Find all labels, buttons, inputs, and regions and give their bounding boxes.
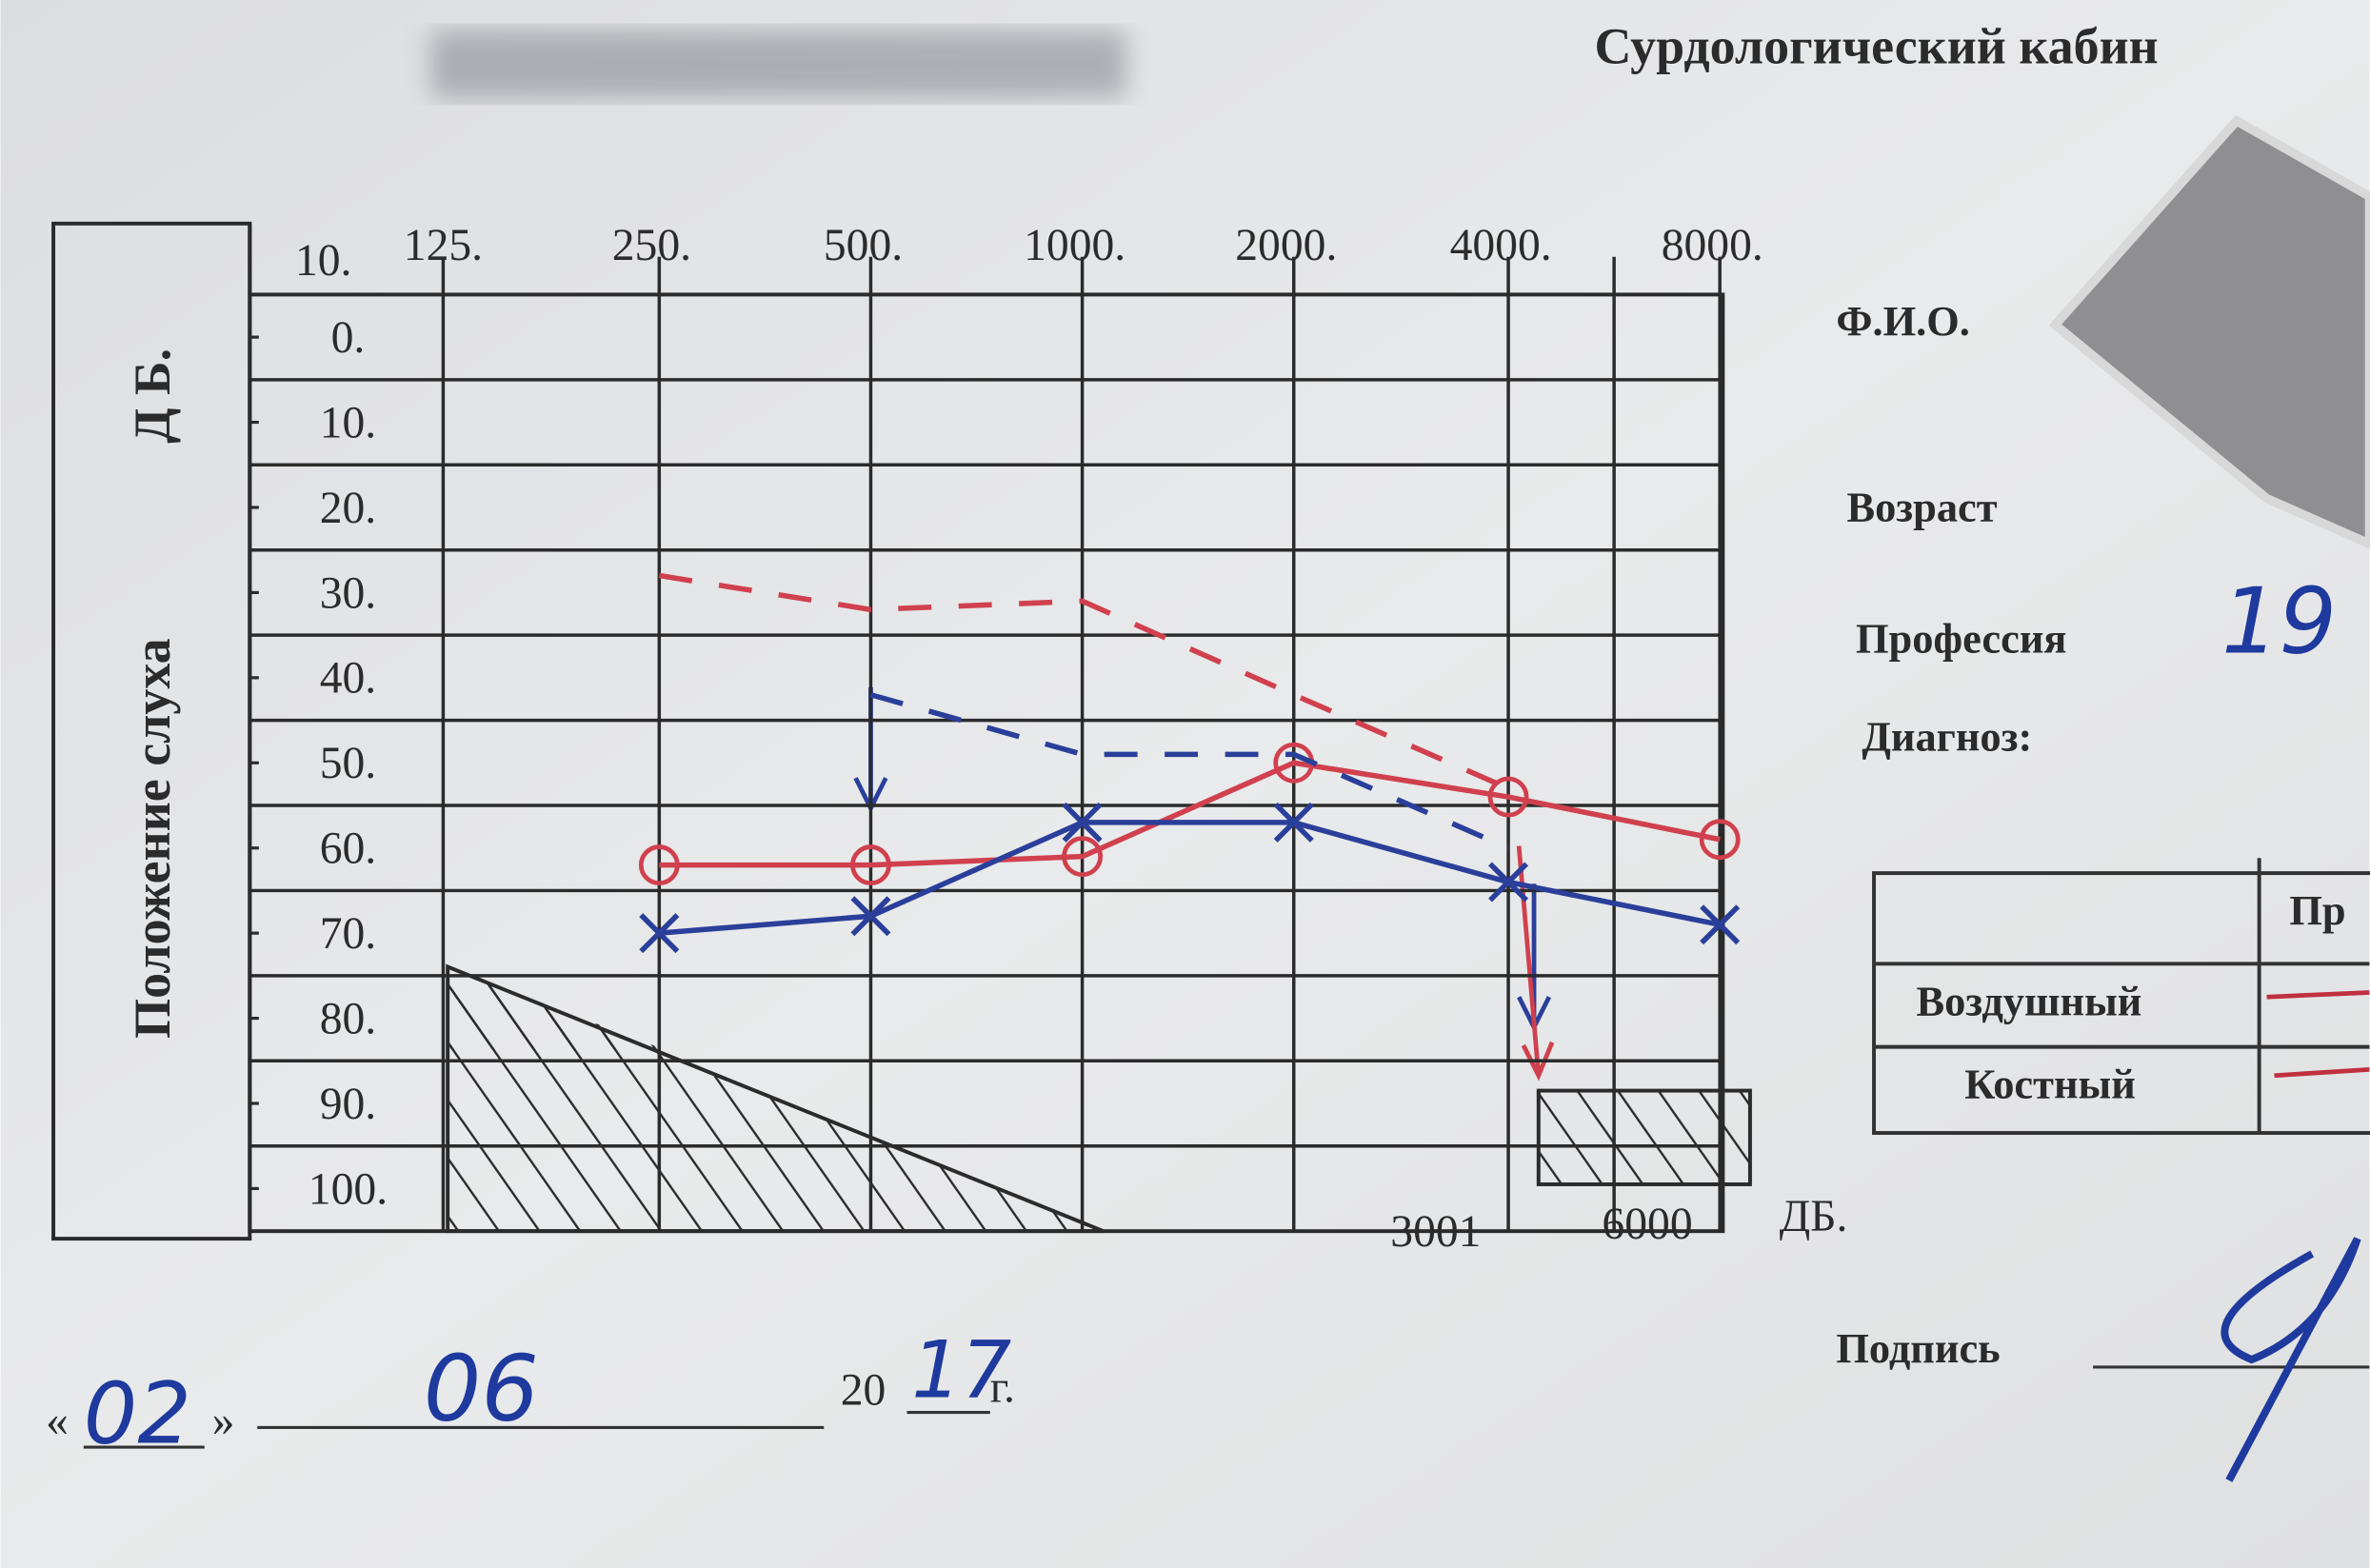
marker-cross	[1273, 802, 1314, 843]
y-tick-label: 80.	[320, 994, 376, 1043]
series-line	[658, 572, 1510, 791]
sticker	[2048, 114, 2370, 549]
x-tick-label: 1000.	[1024, 221, 1125, 270]
y-tick-label: 70.	[320, 909, 376, 959]
field-label: Возраст	[1846, 483, 1997, 530]
marker-cross	[850, 896, 891, 937]
bottom-label: ДБ.	[1780, 1192, 1848, 1241]
handwriting: 19	[2221, 569, 2337, 674]
date-quote: »	[212, 1396, 235, 1445]
marker-circle	[638, 844, 680, 886]
field-label: Подпись	[1836, 1324, 2000, 1372]
corner-label: 10.	[295, 236, 352, 286]
signature	[2221, 1237, 2361, 1482]
legend-table	[1872, 858, 2370, 1136]
y-tick-label: 50.	[320, 739, 376, 788]
y-axis-label: Положение слуха	[124, 638, 181, 1038]
x-tick-label: 2000.	[1235, 221, 1337, 270]
x-tick-label: 500.	[824, 221, 903, 270]
date-quote: «	[46, 1396, 69, 1445]
date-year: 17	[911, 1325, 1011, 1417]
field-label: Профессия	[1856, 614, 2066, 662]
marker-cross	[1700, 904, 1741, 945]
marker-circle	[1699, 819, 1741, 861]
date-century: 20	[841, 1366, 886, 1416]
table-header: Пр	[2289, 886, 2345, 934]
bottom-label: 3001	[1390, 1207, 1481, 1257]
blurred-text	[430, 30, 1126, 99]
table-row-label: Костный	[1964, 1061, 2136, 1108]
series-line	[659, 760, 1721, 868]
y-tick-label: 90.	[320, 1080, 376, 1129]
date-month: 06	[424, 1338, 539, 1442]
marker-cross	[1488, 862, 1529, 903]
x-tick-label: 125.	[404, 221, 483, 270]
field-label: Диагноз:	[1862, 713, 2032, 761]
y-tick-label: 60.	[320, 824, 376, 874]
hatched-region	[1536, 1088, 1752, 1186]
bottom-label: 6000	[1602, 1200, 1692, 1249]
date-suffix: г.	[990, 1362, 1015, 1412]
y-tick-label: 40.	[320, 654, 376, 704]
x-tick-label: 250.	[612, 221, 691, 270]
marker-circle	[1062, 836, 1104, 878]
y-tick-label: 100.	[309, 1164, 388, 1214]
y-axis-unit: Д Б.	[124, 348, 181, 444]
y-tick-label: 20.	[320, 484, 376, 533]
series-line	[659, 820, 1721, 936]
marker-cross	[1062, 802, 1103, 843]
series-line	[869, 692, 1510, 851]
y-tick-label: 30.	[320, 568, 376, 618]
x-tick-label: 8000.	[1662, 221, 1763, 270]
table-row-label: Воздушный	[1916, 977, 2141, 1024]
y-tick-label: 10.	[320, 398, 376, 447]
x-tick-label: 4000.	[1450, 221, 1552, 270]
field-label: Ф.И.О.	[1836, 297, 1970, 345]
marker-circle	[850, 844, 891, 886]
marker-circle	[1487, 776, 1529, 818]
marker-cross	[639, 913, 680, 954]
y-tick-label: 0.	[331, 313, 366, 363]
title: Сурдологический кабин	[1594, 18, 2158, 75]
